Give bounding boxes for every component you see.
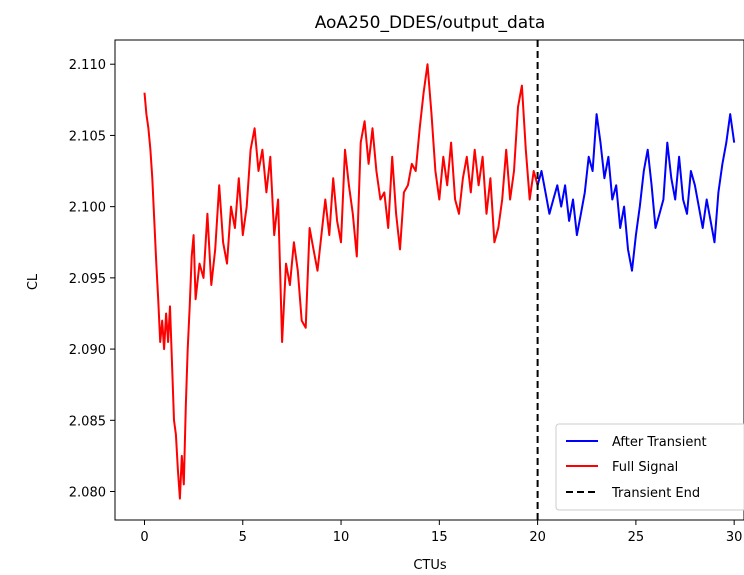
- x-tick-label: 20: [529, 530, 546, 545]
- x-tick-label: 15: [431, 530, 448, 545]
- y-tick-label: 2.085: [69, 414, 106, 429]
- y-axis-ticks: 2.080 2.085 2.090 2.095 2.100 2.105 2.110: [69, 58, 115, 500]
- x-tick-label: 25: [628, 530, 645, 545]
- y-tick-label: 2.100: [69, 201, 106, 216]
- y-axis-label: CL: [26, 273, 41, 290]
- x-tick-label: 10: [333, 530, 350, 545]
- legend-label-full-signal: Full Signal: [612, 460, 678, 475]
- chart-title: AoA250_DDES/output_data: [315, 13, 546, 33]
- legend: After Transient Full Signal Transient En…: [556, 424, 744, 510]
- y-tick-label: 2.080: [69, 486, 106, 501]
- y-tick-label: 2.105: [69, 129, 106, 144]
- y-tick-label: 2.090: [69, 343, 106, 358]
- y-tick-label: 2.110: [69, 58, 106, 73]
- x-tick-label: 5: [239, 530, 247, 545]
- legend-label-after-transient: After Transient: [612, 435, 707, 450]
- x-tick-label: 0: [140, 530, 148, 545]
- series-line-full-signal: [145, 64, 538, 498]
- y-tick-label: 2.095: [69, 272, 106, 287]
- x-axis-label: CTUs: [413, 558, 447, 573]
- x-axis-ticks: 0 5 10 15 20 25 30: [140, 520, 742, 545]
- x-tick-label: 30: [726, 530, 743, 545]
- legend-label-transient-end: Transient End: [611, 486, 700, 501]
- series-line-after-transient: [538, 114, 735, 271]
